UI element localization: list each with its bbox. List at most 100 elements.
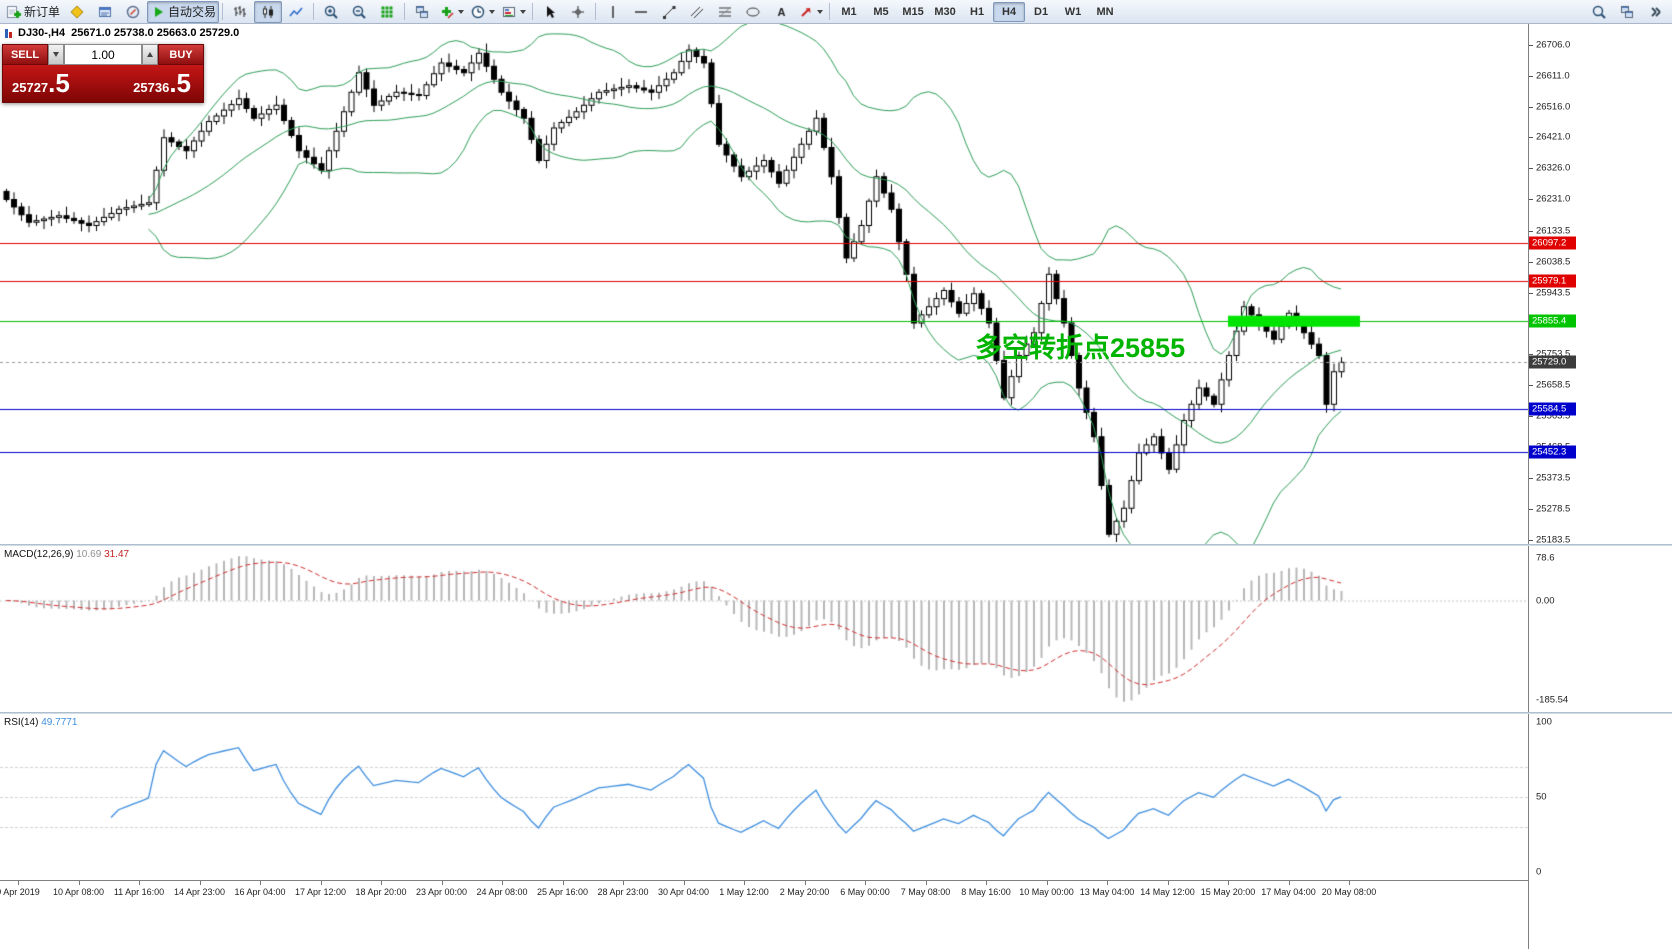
timeframe-m5-button[interactable]: M5 — [873, 5, 889, 18]
candlestick-chart-button[interactable] — [254, 0, 283, 23]
price-label: 26231.0 — [1536, 193, 1571, 205]
crosshair-button[interactable] — [564, 1, 592, 23]
timeframe-d1-button[interactable]: D1 — [1034, 5, 1049, 18]
price-label: 26326.0 — [1536, 162, 1571, 174]
axis-tick — [1529, 261, 1533, 263]
buy-price-big: .5 — [169, 67, 191, 98]
axis-tick — [320, 881, 322, 885]
axis-tick — [260, 881, 261, 885]
sell-button[interactable]: SELL — [2, 44, 48, 65]
price-chart[interactable] — [0, 24, 1528, 544]
axis-tick — [441, 881, 443, 885]
timeframe-w1-button[interactable]: W1 — [1064, 5, 1082, 18]
axis-tick — [1529, 354, 1533, 356]
timeframe-h1-button[interactable]: H1 — [970, 5, 985, 18]
arrows-button[interactable] — [795, 1, 826, 23]
axis-tick — [1529, 75, 1533, 77]
symbol-chart-icon — [5, 28, 12, 38]
toolbar-overflow-button[interactable] — [1641, 1, 1669, 23]
panel-divider[interactable] — [0, 544, 1672, 546]
rsi-scale-label: 0 — [1536, 866, 1542, 878]
buy-price-base: 25736 — [133, 79, 170, 95]
timeframe-h4-button[interactable]: H4 — [993, 1, 1026, 22]
price-label: 26421.0 — [1536, 131, 1571, 143]
axis-tick — [139, 881, 140, 885]
search-button[interactable] — [1585, 1, 1613, 23]
time-label: 18 Apr 20:00 — [355, 887, 407, 897]
periods-button[interactable] — [467, 1, 498, 23]
volume-increase-button[interactable] — [142, 44, 158, 65]
level-price-label: 25584.5 — [1529, 402, 1576, 416]
macd-panel[interactable] — [0, 546, 1528, 712]
time-label: 10 May 00:00 — [1019, 887, 1074, 897]
zoom-out-button[interactable] — [345, 1, 373, 23]
navigator-button[interactable] — [119, 1, 147, 23]
rsi-scale-label: 100 — [1536, 716, 1552, 728]
arrows-icon — [798, 3, 815, 20]
axis-tick — [623, 881, 624, 885]
axis-tick — [1228, 881, 1229, 885]
new-order-button[interactable]: 新订单 — [3, 1, 63, 23]
rsi-panel[interactable] — [0, 714, 1528, 880]
text-button[interactable] — [767, 1, 795, 23]
fibonacci-button[interactable] — [711, 1, 739, 23]
vertical-line-button[interactable] — [599, 1, 627, 23]
axis-tick — [1529, 539, 1533, 541]
equidistant-channel-button[interactable] — [683, 1, 711, 23]
new-chart-window-button[interactable] — [1613, 1, 1641, 23]
price-label: 25753.5 — [1536, 348, 1571, 360]
axis-tick — [1529, 137, 1533, 139]
price-scale[interactable]: 26706.0 26611.0 26516.0 26421.0 26326.0 26231… — [1528, 24, 1672, 949]
price-label: 25563.5 — [1536, 410, 1571, 422]
axis-tick — [683, 881, 685, 885]
tile-windows-button[interactable] — [408, 1, 436, 23]
text-icon — [773, 3, 790, 20]
shapes-button[interactable] — [739, 1, 767, 23]
rsi-scale-label: 50 — [1536, 791, 1547, 803]
auto-scroll-button[interactable] — [373, 1, 401, 23]
horizontal-line-button[interactable] — [627, 1, 655, 23]
panel-divider[interactable] — [0, 712, 1672, 714]
macd-signal-value: 31.47 — [104, 549, 130, 560]
trendline-button[interactable] — [655, 1, 683, 23]
price-label: 26611.0 — [1536, 70, 1570, 82]
autotrading-button[interactable]: 自动交易 — [147, 0, 220, 23]
chevron-down-icon — [458, 9, 465, 14]
cursor-button[interactable] — [536, 1, 564, 23]
timeframe-m15-button[interactable]: M15 — [902, 5, 924, 18]
cursor-icon — [542, 3, 559, 20]
time-label: 24 Apr 08:00 — [476, 887, 528, 897]
price-label: 25373.5 — [1536, 472, 1571, 484]
crosshair-icon — [570, 3, 587, 20]
price-label: 26038.5 — [1536, 256, 1571, 268]
symbol-info: DJ30-,H4 25671.0 25738.0 25663.0 25729.0 — [5, 27, 239, 39]
axis-tick — [1529, 199, 1533, 201]
buy-button[interactable]: BUY — [158, 44, 204, 65]
time-axis[interactable]: 9 Apr 2019 10 Apr 08:00 11 Apr 16:00 14 Apr… — [0, 880, 1528, 950]
bar-chart-button[interactable] — [226, 1, 254, 23]
line-chart-button[interactable] — [282, 1, 310, 23]
market-watch-button[interactable] — [91, 1, 119, 23]
templates-icon — [501, 3, 518, 20]
zoom-in-button[interactable] — [317, 1, 345, 23]
volume-input[interactable] — [64, 44, 142, 65]
timeframe-m1-button[interactable]: M1 — [841, 5, 857, 18]
timeframe-mn-button[interactable]: MN — [1096, 5, 1114, 18]
toolbar-separator — [532, 3, 534, 20]
rsi-indicator-label: RSI(14) 49.7771 — [4, 717, 77, 728]
volume-decrease-button[interactable] — [48, 44, 64, 65]
axis-tick — [1529, 416, 1533, 418]
tile-windows-icon — [1619, 3, 1635, 20]
templates-button[interactable] — [498, 1, 529, 23]
indicators-button[interactable] — [436, 1, 467, 23]
market-watch-icon — [97, 3, 114, 20]
symbols-button[interactable] — [63, 1, 91, 23]
axis-tick — [1167, 881, 1169, 885]
price-label: 26133.5 — [1536, 225, 1571, 237]
search-icon — [1591, 3, 1607, 20]
axis-tick — [381, 881, 382, 885]
time-label: 17 May 04:00 — [1261, 887, 1316, 897]
price-label: 26706.0 — [1536, 39, 1571, 51]
timeframe-m30-button[interactable]: M30 — [934, 5, 956, 18]
new-order-label: 新订单 — [24, 5, 61, 19]
